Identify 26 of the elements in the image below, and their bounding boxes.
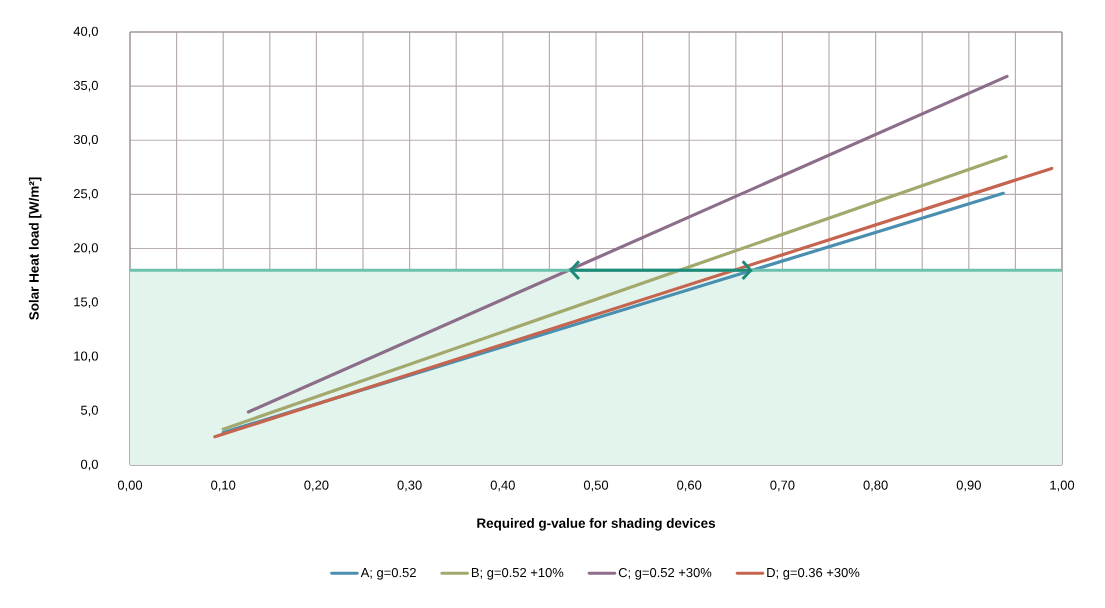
x-tick-label: 1,00	[1050, 480, 1075, 492]
y-tick-label: 10,0	[74, 351, 98, 363]
x-tick-label: 0,40	[490, 480, 515, 492]
legend-label: A; g=0.52	[360, 567, 416, 580]
y-axis-title: Solar Heat load [W/m²]	[28, 177, 42, 320]
legend-label: C; g=0.52 +30%	[618, 567, 712, 580]
legend-label: B; g=0.52 +10%	[471, 567, 564, 580]
x-tick-label: 0,30	[397, 480, 422, 492]
y-tick-label: 20,0	[73, 243, 98, 254]
y-tick-label: 0,0	[80, 459, 98, 471]
y-tick-label: 35,0	[73, 80, 98, 92]
x-tick-label: 0,00	[117, 480, 143, 492]
legend-label: D; g=0.36 +30%	[767, 567, 860, 580]
x-tick-label: 0,50	[583, 480, 609, 492]
y-tick-label: 15,0	[74, 297, 98, 308]
y-tick-label: 40,0	[73, 26, 98, 38]
x-tick-label: 0,10	[211, 480, 236, 492]
y-tick-label: 25,0	[73, 189, 98, 200]
x-tick-label: 0,90	[956, 480, 981, 492]
y-tick-label: 5,0	[80, 405, 98, 417]
x-tick-label: 0,20	[304, 480, 329, 492]
x-axis-title: Required g-value for shading devices	[477, 518, 716, 531]
y-tick-label: 30,0	[73, 134, 98, 146]
x-tick-label: 0,70	[770, 480, 795, 492]
x-tick-label: 0,80	[863, 480, 888, 492]
x-tick-label: 0,60	[677, 480, 702, 492]
